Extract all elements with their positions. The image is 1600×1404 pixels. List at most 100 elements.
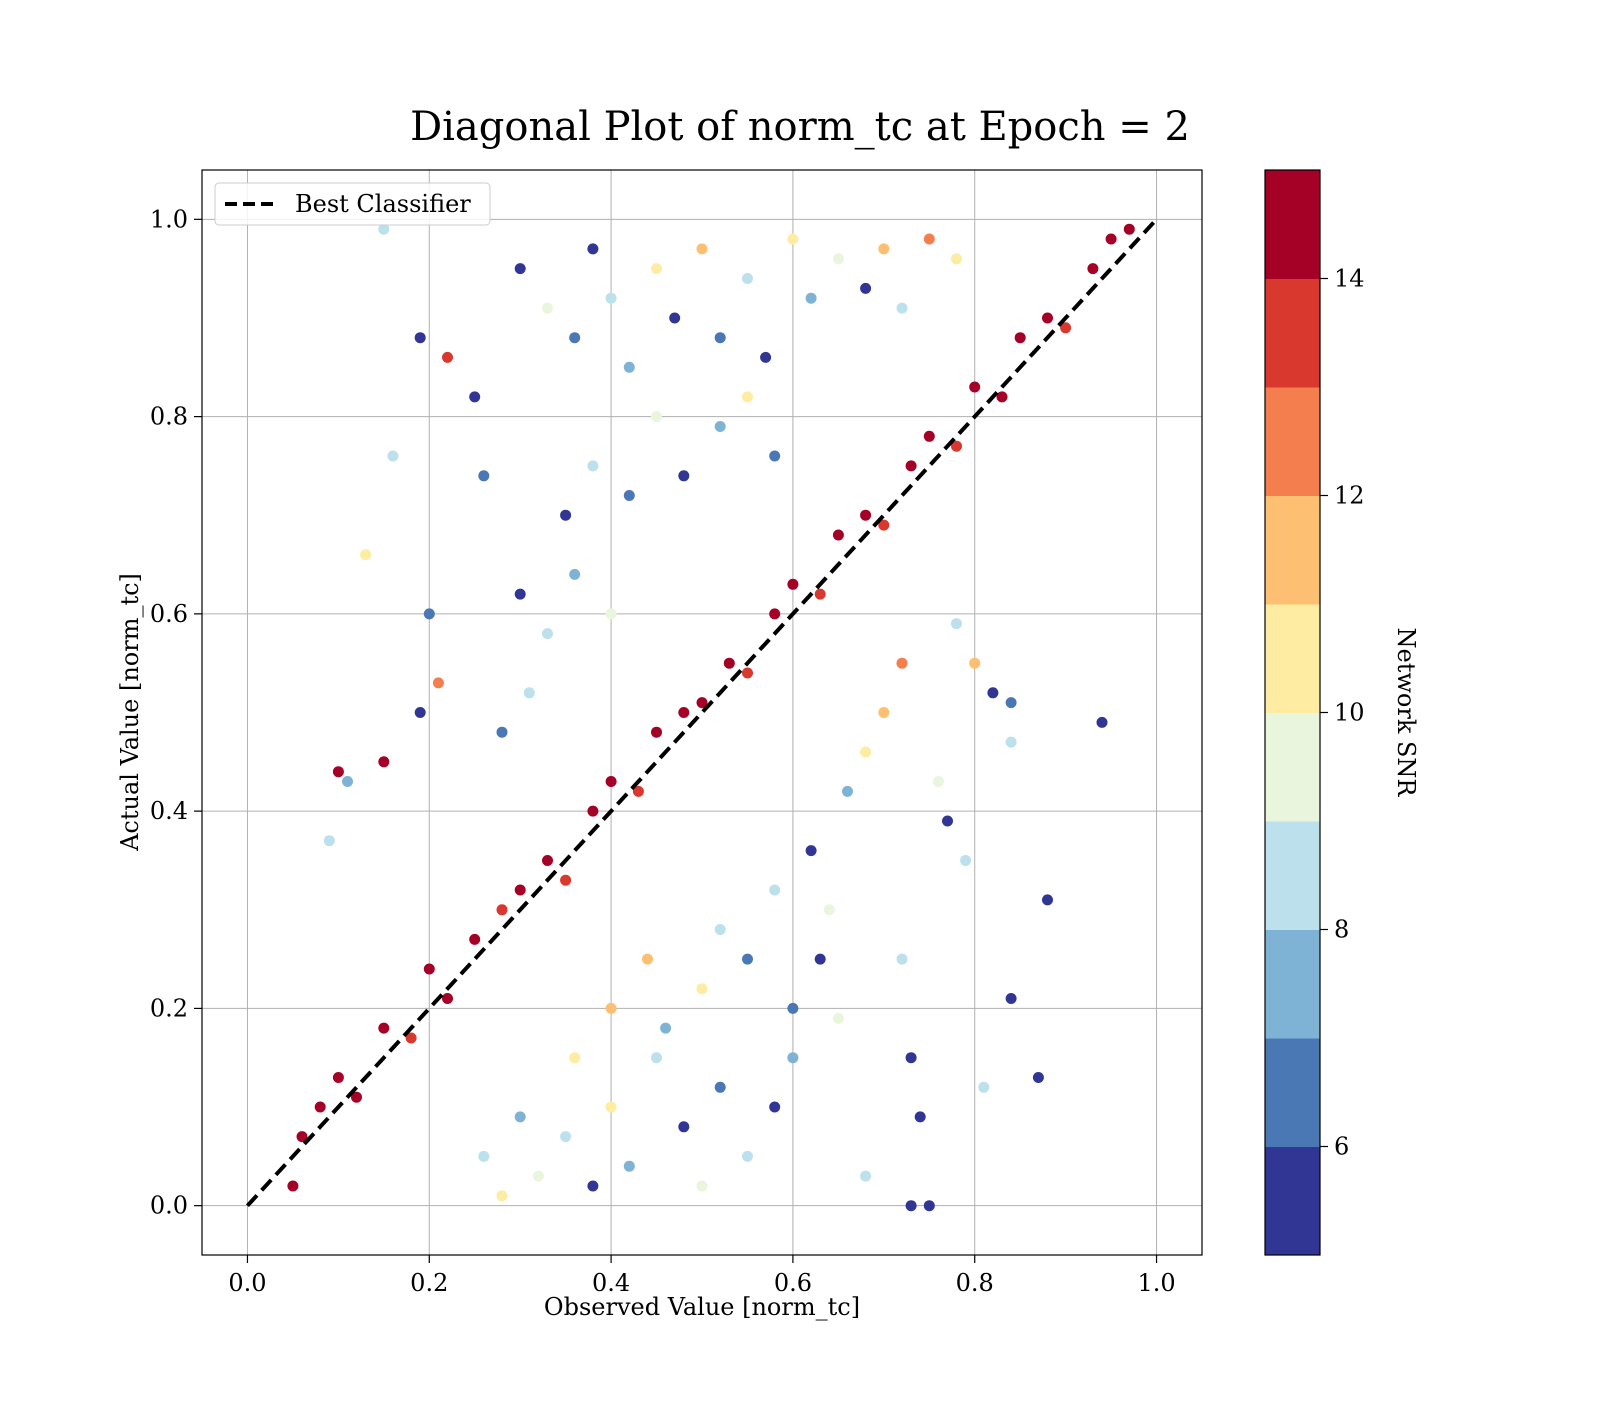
- data-point-90: [878, 707, 890, 718]
- data-point-54: [323, 835, 335, 847]
- data-point-50: [714, 924, 726, 935]
- y-axis-label: Actual Value [norm_tc]: [116, 573, 144, 852]
- data-point-57: [605, 292, 617, 304]
- data-point-5: [905, 1200, 917, 1212]
- data-point-123: [469, 933, 481, 945]
- reference-line-layer: [245, 217, 1159, 1208]
- data-point-91: [878, 243, 890, 255]
- data-point-18: [805, 845, 817, 857]
- data-point-36: [787, 1002, 799, 1014]
- data-point-87: [642, 953, 653, 965]
- data-point-115: [787, 578, 799, 590]
- colorbar-segment-1: [1265, 1038, 1320, 1147]
- data-point-3: [669, 312, 681, 324]
- data-point-113: [296, 1131, 308, 1143]
- data-point-94: [896, 657, 908, 669]
- data-point-108: [442, 993, 453, 1004]
- colorbar-tick-label-0: 6: [1334, 1133, 1349, 1161]
- chart-title: Diagonal Plot of norm_tc at Epoch = 2: [410, 104, 1190, 150]
- data-point-96: [560, 874, 572, 886]
- data-point-1: [1096, 716, 1108, 728]
- data-point-7: [678, 470, 690, 482]
- colorbar: [1265, 170, 1320, 1256]
- data-point-120: [651, 726, 662, 738]
- data-point-33: [714, 1081, 726, 1093]
- data-point-65: [651, 1052, 662, 1064]
- colorbar-tick-label-4: 14: [1334, 265, 1365, 293]
- y-axis: 0.0 0.2 0.4 0.6 0.8 1.0: [150, 205, 202, 1220]
- data-point-16: [1042, 894, 1053, 906]
- data-point-128: [1087, 263, 1099, 275]
- data-point-74: [832, 1012, 844, 1024]
- data-point-107: [996, 391, 1008, 403]
- data-point-136: [1014, 332, 1026, 344]
- data-point-62: [742, 273, 753, 284]
- legend-label-best-classifier: Best Classifier: [295, 190, 471, 218]
- y-tick-label-0: 0.0: [150, 1192, 188, 1220]
- data-point-9: [914, 1111, 926, 1123]
- legend: Best Classifier: [214, 182, 491, 226]
- data-point-130: [423, 963, 435, 975]
- data-point-85: [360, 549, 372, 561]
- data-point-75: [532, 1170, 544, 1182]
- scatter-points: [287, 223, 1135, 1212]
- data-point-89: [696, 243, 708, 255]
- data-point-42: [660, 1022, 672, 1034]
- x-tick-label-1: 0.2: [410, 1269, 448, 1297]
- colorbar-tick-label-3: 12: [1334, 482, 1365, 510]
- data-point-30: [423, 608, 435, 620]
- y-tick-label-5: 1.0: [150, 205, 188, 233]
- data-point-44: [714, 421, 726, 432]
- data-point-83: [496, 1190, 508, 1202]
- data-point-82: [951, 253, 962, 265]
- data-point-117: [332, 766, 344, 778]
- data-point-17: [769, 1101, 781, 1113]
- data-point-64: [523, 687, 535, 699]
- data-point-41: [805, 292, 817, 304]
- x-tick-label-0: 0.0: [228, 1269, 266, 1297]
- data-point-81: [651, 263, 662, 275]
- data-point-129: [314, 1101, 326, 1113]
- data-point-38: [342, 776, 353, 787]
- data-point-6: [514, 263, 526, 275]
- data-point-61: [560, 1131, 572, 1143]
- data-point-80: [605, 1101, 617, 1113]
- data-point-24: [514, 588, 526, 600]
- data-point-101: [1060, 322, 1072, 334]
- data-point-12: [860, 282, 872, 294]
- data-point-15: [414, 707, 426, 718]
- data-point-40: [787, 1052, 799, 1064]
- data-point-29: [769, 450, 781, 462]
- data-point-53: [860, 1170, 872, 1182]
- x-axis: 0.0 0.2 0.4 0.6 0.8 1.0: [228, 1255, 1176, 1297]
- data-point-13: [987, 687, 999, 699]
- data-point-125: [723, 657, 735, 669]
- data-point-66: [896, 302, 908, 314]
- data-point-116: [1042, 312, 1053, 324]
- colorbar-label: Network SNR: [1392, 628, 1420, 798]
- y-tick-label-1: 0.2: [150, 994, 188, 1022]
- data-point-8: [1032, 1072, 1044, 1083]
- data-point-56: [478, 1150, 490, 1162]
- y-tick-label-2: 0.4: [150, 797, 188, 825]
- data-point-78: [787, 233, 799, 245]
- data-point-99: [742, 667, 753, 679]
- data-point-134: [860, 509, 872, 521]
- data-point-77: [742, 391, 753, 403]
- data-point-98: [442, 351, 453, 363]
- data-point-22: [905, 1052, 917, 1064]
- colorbar-segment-7: [1265, 387, 1320, 496]
- colorbar-ticks: 6 8 10 12 14: [1320, 265, 1365, 1161]
- colorbar-segment-5: [1265, 604, 1320, 713]
- data-point-48: [587, 460, 599, 472]
- data-point-122: [287, 1180, 299, 1192]
- data-point-135: [923, 430, 935, 442]
- data-point-0: [587, 243, 599, 255]
- data-point-111: [1123, 223, 1135, 235]
- data-point-92: [605, 1002, 617, 1014]
- colorbar-tick-label-2: 10: [1334, 699, 1365, 727]
- data-point-2: [414, 332, 426, 344]
- y-tick-label-4: 0.8: [150, 403, 188, 431]
